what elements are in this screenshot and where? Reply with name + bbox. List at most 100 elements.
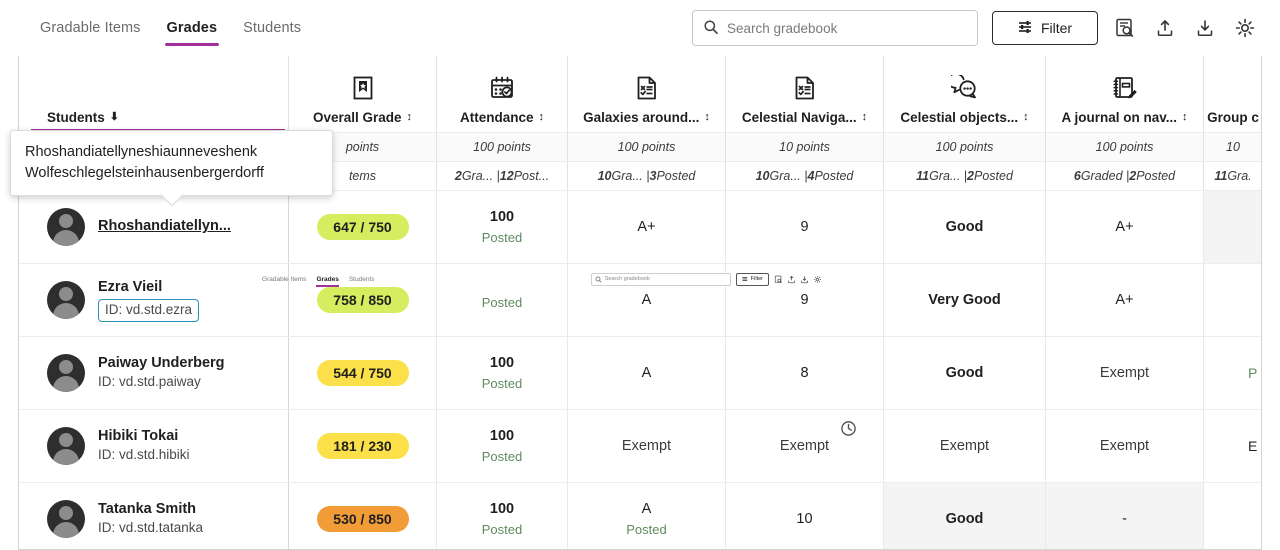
grade-cell[interactable]: 100 Posted xyxy=(437,191,568,263)
avatar xyxy=(47,427,85,465)
grade-cell[interactable] xyxy=(1204,483,1261,549)
grade-cell[interactable]: Exempt xyxy=(568,410,726,482)
tooltip-line-2: Wolfeschlegelsteinhausenbergerdorff xyxy=(25,165,264,182)
grade-cell[interactable]: Good xyxy=(884,191,1046,263)
grade-cell[interactable]: A Posted xyxy=(568,483,726,549)
overall-grade-cell[interactable]: 530 / 850 xyxy=(289,483,437,549)
grade-cell[interactable]: A+ xyxy=(1046,191,1204,263)
overall-grade-cell[interactable]: 758 / 850 xyxy=(289,264,437,336)
student-name[interactable]: Rhoshandiatellyn... xyxy=(98,218,231,235)
student-info: Tatanka Smith ID: vd.std.tatanka xyxy=(98,500,203,538)
grade-cell[interactable] xyxy=(1204,264,1261,336)
column-header-label: Group c xyxy=(1207,110,1259,125)
column-header-attendance[interactable]: Attendance ↕ xyxy=(437,54,568,132)
grade-cell[interactable]: 10 xyxy=(726,483,884,549)
grade-cell[interactable]: Good xyxy=(884,337,1046,409)
grade-cell[interactable]: A xyxy=(568,264,726,336)
student-name[interactable]: Ezra Vieil xyxy=(98,278,163,295)
overall-grade-cell[interactable]: 544 / 750 xyxy=(289,337,437,409)
overall-grade-pill: 181 / 230 xyxy=(316,433,409,459)
grade-value: Very Good xyxy=(928,292,1001,308)
column-points: 100 points xyxy=(437,132,568,161)
column-header-overall-grade[interactable]: Overall Grade ↕ xyxy=(289,54,437,132)
grade-cell[interactable]: A xyxy=(568,337,726,409)
column-header-galaxies-around[interactable]: Galaxies around... ↕ xyxy=(568,54,726,132)
discussion-icon xyxy=(950,75,979,101)
grade-cell[interactable]: 100 Posted xyxy=(437,337,568,409)
student-cell[interactable]: Hibiki Tokai ID: vd.std.hibiki xyxy=(19,410,289,482)
grade-cell[interactable]: A+ xyxy=(568,191,726,263)
student-id[interactable]: ID: vd.std.paiway xyxy=(98,374,201,390)
gear-icon[interactable] xyxy=(1232,15,1258,41)
grade-cell[interactable]: Very Good xyxy=(884,264,1046,336)
search-input[interactable] xyxy=(727,20,967,36)
student-id[interactable]: ID: vd.std.hibiki xyxy=(98,447,190,463)
grade-cell[interactable]: Posted xyxy=(437,264,568,336)
grade-cell[interactable]: 8 xyxy=(726,337,884,409)
grade-cell[interactable] xyxy=(1204,191,1261,263)
tab-grades[interactable]: Grades xyxy=(164,0,219,56)
column-header-students[interactable]: Students ⬇ xyxy=(19,54,289,132)
filter-button[interactable]: Filter xyxy=(992,11,1098,45)
tab-gradable-items[interactable]: Gradable Items xyxy=(40,0,141,56)
grade-cell[interactable]: 100 Posted xyxy=(437,410,568,482)
grade-value: Good xyxy=(945,219,984,235)
student-name[interactable]: Tatanka Smith xyxy=(98,500,197,517)
student-cell[interactable]: Paiway Underberg ID: vd.std.paiway xyxy=(19,337,289,409)
sort-toggle-icon: ↕ xyxy=(704,111,710,123)
student-id[interactable]: ID: vd.std.tatanka xyxy=(98,520,204,536)
student-cell[interactable]: Rhoshandiatellyn... xyxy=(19,191,289,263)
avatar xyxy=(47,354,85,392)
journal-icon xyxy=(1111,75,1139,101)
grade-value: 100 xyxy=(489,355,515,371)
grade-cell[interactable]: 9 xyxy=(726,264,884,336)
search-box[interactable] xyxy=(692,10,978,46)
grade-cell[interactable]: A+ xyxy=(1046,264,1204,336)
grade-cell[interactable]: - xyxy=(1046,483,1204,549)
grade-cell[interactable]: 100 Posted xyxy=(437,483,568,549)
column-header-a-journal-on-nav[interactable]: A journal on nav... ↕ xyxy=(1046,54,1204,132)
avatar xyxy=(47,500,85,538)
main-tabs: Gradable Items Grades Students xyxy=(40,0,301,56)
upload-icon[interactable] xyxy=(1152,15,1178,41)
student-cell[interactable]: Tatanka Smith ID: vd.std.tatanka xyxy=(19,483,289,549)
grade-value: 9 xyxy=(800,219,809,235)
download-icon[interactable] xyxy=(1192,15,1218,41)
grade-value: 100 xyxy=(489,209,515,225)
grade-cell[interactable]: Exempt xyxy=(726,410,884,482)
student-name[interactable]: Hibiki Tokai xyxy=(98,427,179,444)
overall-grade-cell[interactable]: 647 / 750 xyxy=(289,191,437,263)
student-cell[interactable]: Ezra Vieil ID: vd.std.ezra xyxy=(19,264,289,336)
grade-cell[interactable]: P xyxy=(1204,337,1261,409)
grade-value: Good xyxy=(945,365,984,381)
grade-cell[interactable]: Good xyxy=(884,483,1046,549)
table-row: Paiway Underberg ID: vd.std.paiway 544 /… xyxy=(19,336,1261,409)
grade-cell[interactable]: 9 xyxy=(726,191,884,263)
grade-value: Exempt xyxy=(1099,365,1150,381)
search-report-icon[interactable] xyxy=(1112,15,1138,41)
column-header-celestial-naviga[interactable]: Celestial Naviga... ↕ xyxy=(726,54,884,132)
grade-value: Exempt xyxy=(939,438,990,454)
posted-label: Posted xyxy=(481,449,523,464)
overall-grade-pill: 544 / 750 xyxy=(316,360,409,386)
clock-icon xyxy=(840,420,857,441)
column-points: 100 points xyxy=(1046,132,1204,161)
posted-label: Posted xyxy=(481,230,523,245)
grade-value: Exempt xyxy=(1099,438,1150,454)
grade-cell[interactable]: Exempt xyxy=(1046,337,1204,409)
overall-grade-pill: 758 / 850 xyxy=(316,287,409,313)
column-header-label: Overall Grade ↕ xyxy=(312,110,413,125)
grade-cell[interactable]: E xyxy=(1204,410,1261,482)
column-header-group-c[interactable]: Group c xyxy=(1204,54,1261,132)
posted-label: Posted xyxy=(481,522,523,537)
grade-cell[interactable]: Exempt xyxy=(1046,410,1204,482)
overall-grade-cell[interactable]: 181 / 230 xyxy=(289,410,437,482)
student-id[interactable]: ID: vd.std.ezra xyxy=(98,299,200,323)
grade-value: 100 xyxy=(489,428,515,444)
grade-cell[interactable]: Exempt xyxy=(884,410,1046,482)
column-header-celestial-objects[interactable]: Celestial objects... ↕ xyxy=(884,54,1046,132)
tooltip-line-1: Rhoshandiatellyneshiaunneveshenk xyxy=(25,144,258,160)
tab-students[interactable]: Students xyxy=(243,0,301,56)
grade-value: A+ xyxy=(1115,292,1134,308)
student-name[interactable]: Paiway Underberg xyxy=(98,354,225,371)
